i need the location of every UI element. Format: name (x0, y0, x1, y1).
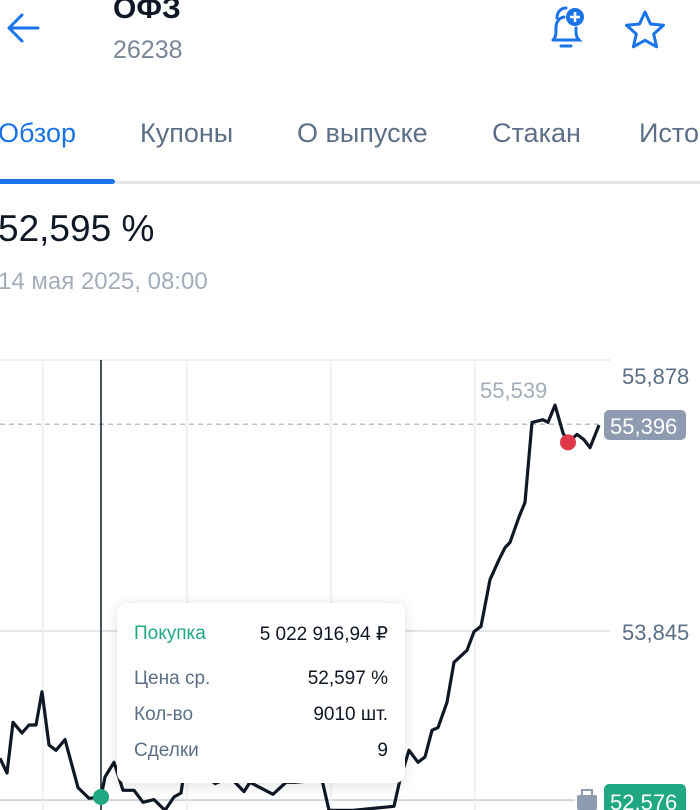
tab-order-book[interactable]: Стакан (492, 118, 581, 148)
tooltip-header-row: Покупка 5 022 916,94 ₽ (134, 623, 388, 646)
tab-coupons[interactable]: Купоны (140, 118, 234, 148)
tab-overview[interactable]: Обзор (0, 118, 76, 148)
buy-marker (93, 788, 109, 805)
arrow-left-icon (7, 13, 40, 43)
trade-amount: 5 022 916,94 ₽ (259, 624, 388, 645)
bell-plus-icon (551, 6, 584, 48)
tab-history[interactable]: Исто (639, 118, 699, 148)
position-price-label: 52,576 (610, 790, 677, 810)
tooltip-row: Кол-во 9010 шт. (134, 704, 388, 726)
current-price: 52,595 % (0, 208, 155, 249)
add-alert-button[interactable] (543, 4, 587, 52)
trade-tooltip: Покупка 5 022 916,94 ₽ Цена ср. 52,597 %… (117, 603, 405, 783)
tooltip-row: Цена ср. 52,597 % (134, 668, 388, 690)
favorite-button[interactable] (622, 8, 668, 54)
trade-side: Покупка (134, 623, 206, 644)
current-price-badge (604, 410, 686, 440)
y-tick-label: 53,845 (622, 620, 689, 645)
briefcase-icon (577, 789, 597, 810)
position-badge (604, 784, 686, 810)
y-tick-label: 55,878 (622, 364, 689, 389)
tooltip-row-value: 9 (377, 740, 388, 761)
sell-marker (560, 434, 576, 451)
tooltip-row-value: 9010 шт. (313, 704, 388, 725)
tooltip-row-label: Цена ср. (134, 668, 211, 689)
price-datetime: 14 мая 2025, 08:00 (0, 268, 208, 295)
active-tab-indicator (0, 179, 115, 184)
tooltip-row-label: Кол-во (134, 704, 194, 725)
tooltip-row: Сделки 9 (134, 740, 388, 762)
tooltip-row-value: 52,597 % (307, 668, 388, 689)
ticker-code: 26238 (113, 36, 183, 64)
page-title: ОФЗ (113, 0, 181, 25)
high-label: 55,539 (480, 378, 547, 403)
star-icon (625, 10, 665, 49)
tab-issue-info[interactable]: О выпуске (297, 118, 428, 148)
current-price-label: 55,396 (610, 414, 677, 439)
tooltip-row-label: Сделки (134, 740, 199, 761)
back-button[interactable] (4, 8, 44, 48)
tab-divider (0, 181, 700, 184)
